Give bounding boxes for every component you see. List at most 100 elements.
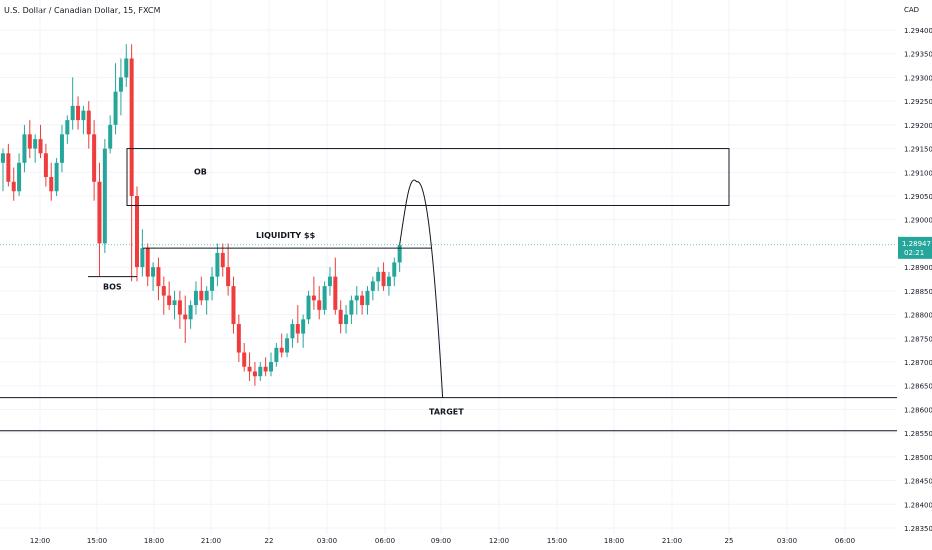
candle-body xyxy=(354,295,359,301)
candle-body xyxy=(54,162,59,192)
price-tick-label: 1.28750 xyxy=(904,335,932,343)
candle-body xyxy=(210,276,215,291)
candle-body xyxy=(135,196,139,268)
price-tick-label: 1.28350 xyxy=(904,525,932,533)
candle-body xyxy=(86,110,91,135)
candle-body xyxy=(215,252,220,277)
candle-body xyxy=(113,91,118,125)
candle-body xyxy=(220,252,225,268)
candle-body xyxy=(285,338,290,353)
candle-body xyxy=(22,134,27,163)
price-tick-label: 1.29250 xyxy=(904,98,932,106)
time-tick-label: 03:00 xyxy=(777,537,797,545)
candle-body xyxy=(6,153,11,182)
candle-body xyxy=(252,371,257,377)
currency-label: CAD xyxy=(904,6,919,14)
candle-body xyxy=(311,295,316,301)
bos-label: BOS xyxy=(103,283,122,292)
candle-body xyxy=(49,177,54,192)
projection-curve xyxy=(399,179,444,398)
candle-body xyxy=(236,324,241,353)
candle-body xyxy=(108,124,113,149)
candle-body xyxy=(397,244,402,263)
candle-body xyxy=(17,162,22,192)
current-price-countdown: 02:21 xyxy=(904,249,924,257)
candle-body xyxy=(81,110,86,121)
candle-body xyxy=(151,267,156,277)
price-tick-label: 1.29100 xyxy=(904,169,932,177)
price-tick-label: 1.28450 xyxy=(904,478,932,486)
liquidity-label: LIQUIDITY $$ xyxy=(256,231,316,240)
price-tick-label: 1.28400 xyxy=(904,501,932,509)
candle-body xyxy=(43,153,48,178)
candle-body xyxy=(322,286,327,310)
candle-body xyxy=(124,58,129,78)
candle-body xyxy=(161,286,166,296)
time-tick-label: 21:00 xyxy=(201,537,221,545)
ob-label: OB xyxy=(194,168,207,177)
price-tick-label: 1.29050 xyxy=(904,193,932,201)
candle-body xyxy=(360,295,365,306)
candle-body xyxy=(370,281,375,291)
price-tick-label: 1.29150 xyxy=(904,146,932,154)
candle-body xyxy=(317,300,322,310)
candle-body xyxy=(269,362,273,372)
candle-body xyxy=(92,134,97,182)
candle-body xyxy=(301,319,306,334)
time-tick-label: 25 xyxy=(725,537,734,545)
candle-body xyxy=(1,153,5,163)
price-tick-label: 1.29200 xyxy=(904,122,932,130)
candle-body xyxy=(183,314,188,320)
time-tick-label: 09:00 xyxy=(431,537,451,545)
time-tick-label: 03:00 xyxy=(317,537,337,545)
price-tick-label: 1.29300 xyxy=(904,74,932,82)
candle-body xyxy=(295,324,300,334)
candle-body xyxy=(199,290,204,301)
time-tick-label: 06:00 xyxy=(835,537,855,545)
candle-body xyxy=(102,148,107,244)
candle-body xyxy=(349,300,354,315)
candle-body xyxy=(263,366,268,372)
price-tick-label: 1.28500 xyxy=(904,454,932,462)
candle-body xyxy=(188,305,193,320)
candle-body xyxy=(333,276,338,310)
candle-body xyxy=(27,134,32,149)
candle-body xyxy=(258,366,263,377)
candle-body xyxy=(177,300,182,315)
time-tick-label: 18:00 xyxy=(144,537,164,545)
candle-body xyxy=(306,295,311,320)
candle-body xyxy=(365,290,370,306)
price-tick-label: 1.29000 xyxy=(904,217,932,225)
price-tick-label: 1.29400 xyxy=(904,27,932,35)
time-tick-label: 21:00 xyxy=(662,537,682,545)
candle-body xyxy=(204,290,209,301)
candle-body xyxy=(274,347,279,362)
price-tick-label: 1.28550 xyxy=(904,430,932,438)
candle-body xyxy=(381,271,386,287)
candle-body xyxy=(38,139,43,154)
candle-body xyxy=(70,105,75,121)
price-tick-label: 1.28850 xyxy=(904,288,932,296)
candle-body xyxy=(290,324,295,339)
candle-body xyxy=(338,309,343,325)
candle-body xyxy=(118,77,123,92)
candle-body xyxy=(11,181,16,192)
time-tick-label: 06:00 xyxy=(375,537,395,545)
candle-body xyxy=(344,314,349,325)
candle-body xyxy=(226,267,231,287)
candle-body xyxy=(392,262,397,277)
candle-body xyxy=(97,181,102,244)
candle-body xyxy=(65,120,70,135)
current-price-badge xyxy=(898,236,932,259)
target-label: TARGET xyxy=(429,408,464,417)
candle-body xyxy=(76,105,81,121)
annotations: OB LIQUIDITY $$ BOS TARGET xyxy=(0,148,897,432)
candle-body xyxy=(129,58,134,197)
current-price-value: 1.28947 xyxy=(902,240,931,248)
time-tick-label: 22 xyxy=(265,537,274,545)
axes: 1.29400 1.29350 1.29300 1.29250 1.29200 1.291… xyxy=(30,6,932,545)
candle-body xyxy=(193,290,198,306)
candle-body xyxy=(231,286,236,325)
grid xyxy=(0,0,897,534)
